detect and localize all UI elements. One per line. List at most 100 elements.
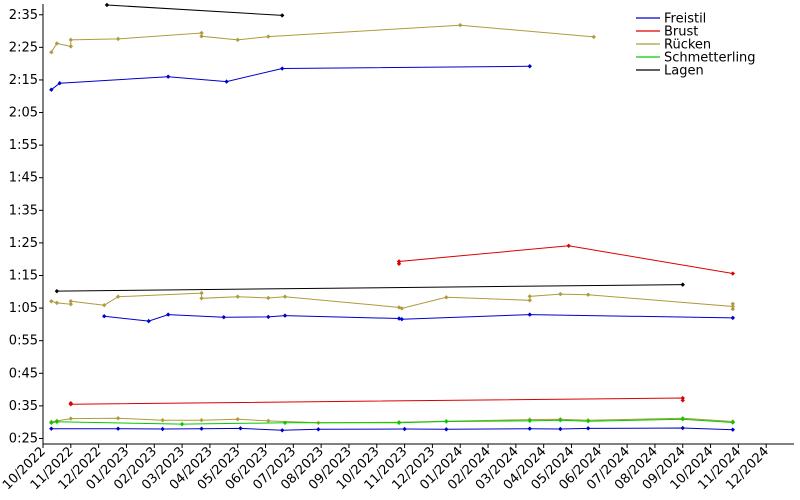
data-point [49,87,54,92]
data-point [396,261,402,266]
data-point [160,426,165,432]
data-point [104,2,110,8]
data-point [680,398,685,403]
series-rücken [49,22,736,426]
data-point [266,295,271,301]
y-tick-label: 2:05 [9,106,38,121]
data-point [680,282,685,287]
data-point [165,74,171,79]
data-point [221,315,226,320]
data-point [49,420,54,426]
data-point [115,36,121,42]
data-point [68,44,74,49]
data-point [730,304,736,309]
y-tick-label: 1:25 [9,236,38,251]
y-tick-label: 1:15 [9,268,38,283]
data-point [444,419,449,424]
data-point [558,426,563,432]
data-point [527,312,532,317]
data-point [730,420,736,425]
data-point [680,395,685,401]
data-point [235,37,240,43]
data-point [527,298,532,303]
y-tick-label: 1:05 [9,301,38,316]
series-line [106,4,283,16]
data-point [282,420,288,426]
data-point [199,418,204,423]
data-point [49,50,54,55]
data-point [54,419,60,425]
data-point [266,34,271,39]
legend-label: Brust [664,25,698,40]
data-point [444,427,449,432]
y-tick-label: 0:35 [9,399,38,414]
y-tick-label: 0:55 [9,334,38,349]
data-point [68,37,74,43]
data-point [396,420,402,426]
data-point [266,314,271,320]
series-line [50,65,530,91]
data-point [115,426,121,431]
data-point [280,66,285,71]
data-point [444,295,449,300]
series-freistil [49,64,736,433]
series-schmetterling [49,417,736,427]
data-point [527,426,532,431]
axes-frame [42,4,794,445]
data-point [49,299,54,304]
series-line [50,24,594,53]
data-point [402,426,407,432]
data-point [585,426,591,431]
data-point [165,312,171,317]
data-point [266,418,271,424]
data-point [54,288,60,294]
data-point [115,294,121,299]
series-line [104,314,733,322]
data-point [527,64,532,69]
series-line [56,284,683,292]
data-point [585,418,591,424]
data-point [68,301,74,307]
data-point [224,79,229,84]
series-lagen [54,2,685,294]
data-point [199,30,204,36]
data-point [179,421,185,427]
data-point [199,34,204,39]
data-point [235,294,240,299]
data-point [680,425,685,431]
legend-label: Lagen [664,64,704,79]
data-point [160,418,165,423]
y-tick-label: 1:35 [9,203,38,218]
data-point [585,292,591,297]
data-point [49,426,54,431]
data-point [458,22,463,28]
data-point [527,418,532,424]
y-tick-label: 1:55 [9,138,38,153]
data-point [730,427,736,432]
data-point [558,291,563,297]
data-point [396,259,402,264]
data-point [730,315,736,321]
data-point [54,41,60,46]
y-tick-label: 2:15 [9,73,38,88]
data-point [558,418,563,423]
data-point [68,299,74,304]
data-point [238,426,243,431]
y-tick-label: 1:45 [9,171,38,186]
series-line [51,427,733,431]
data-point [527,294,532,299]
data-point [316,427,321,432]
legend-label: Freistil [664,12,706,27]
data-point [730,271,736,276]
data-point [199,290,204,296]
legend-label: Rücken [664,38,711,53]
y-tick-label: 0:25 [9,431,38,446]
data-point [146,318,151,324]
series-line [70,397,684,405]
data-point [101,302,107,308]
data-point [280,13,285,18]
data-point [115,416,121,421]
data-point [199,296,204,301]
